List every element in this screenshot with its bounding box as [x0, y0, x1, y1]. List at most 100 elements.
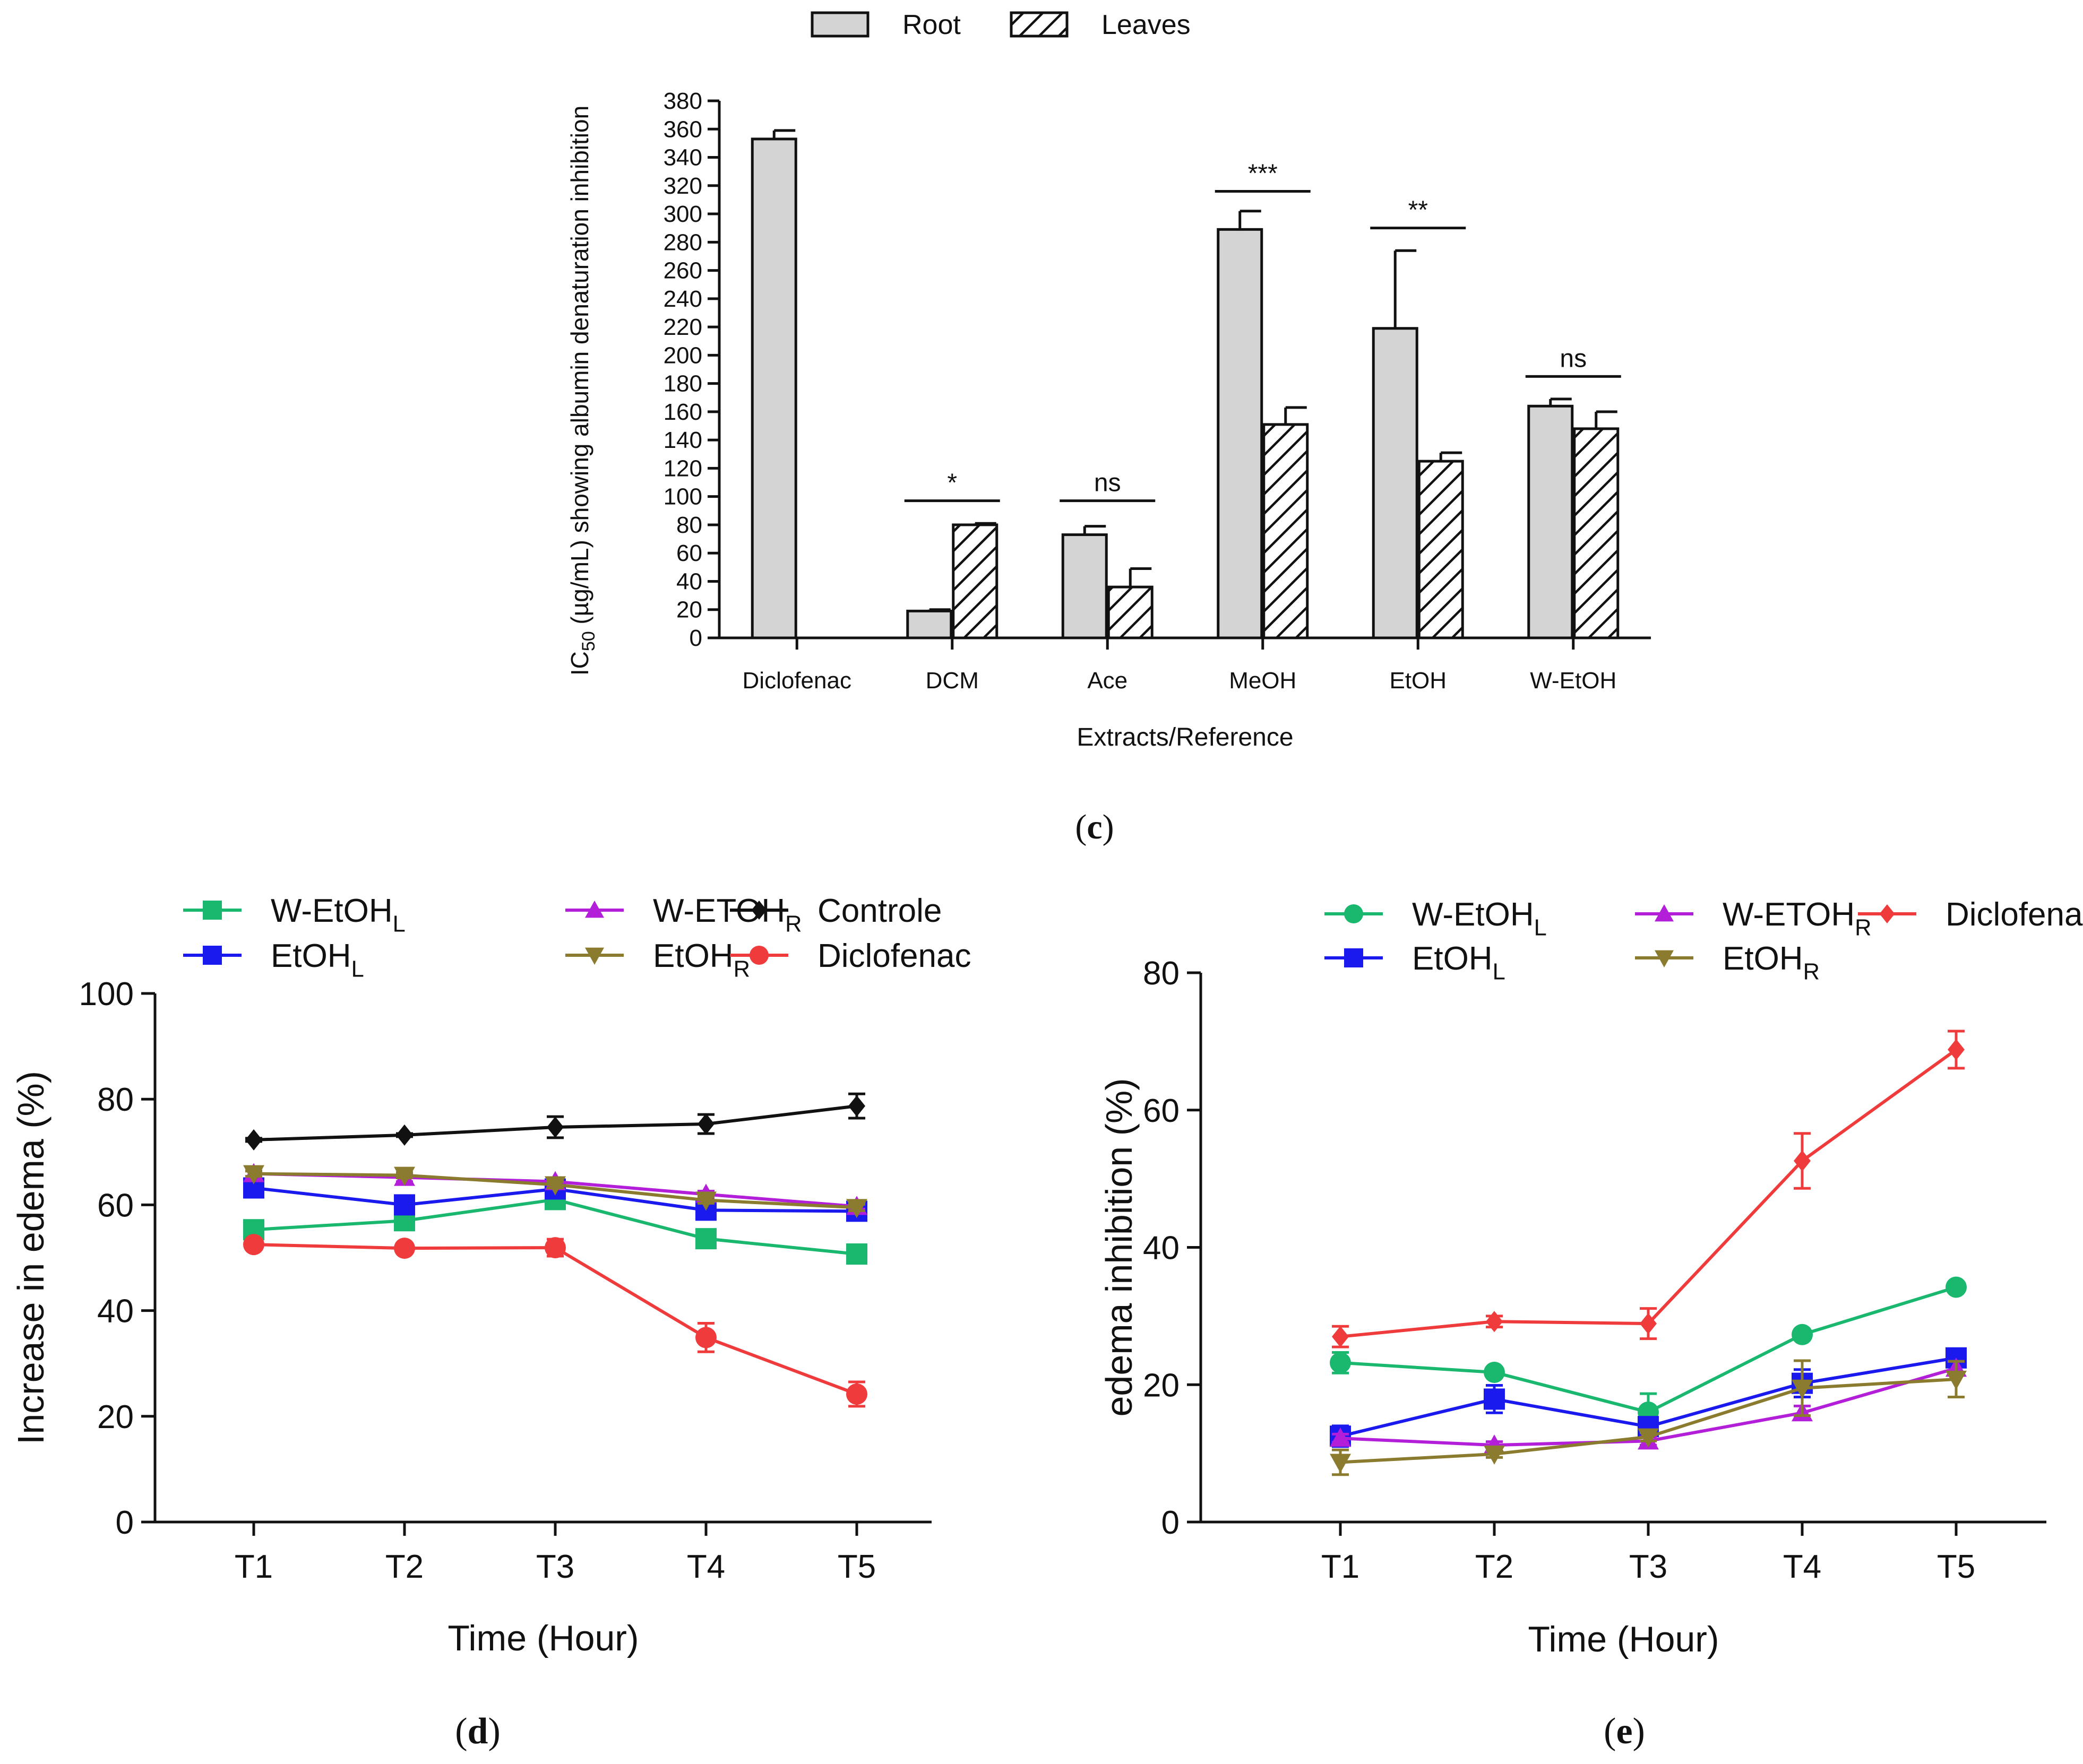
y-axis-label-d: Increase in edema (%) — [10, 1071, 51, 1445]
y-tick-label-c: 380 — [664, 88, 702, 114]
bar-root-dcm — [906, 609, 953, 639]
y-tick-label-e: 80 — [1143, 955, 1180, 992]
legend-label-etohl-main: EtOH — [1412, 940, 1493, 977]
x-axis-label-c: Extracts/Reference — [1077, 723, 1293, 751]
data-point-w-etohl — [1792, 1324, 1813, 1345]
data-point-diclofenac — [1794, 1150, 1811, 1172]
y-axis-label-main: IC — [566, 651, 593, 676]
y-tick-label-c: 180 — [664, 371, 702, 397]
data-point-etohr — [545, 1176, 566, 1196]
caption-paren-close: ) — [488, 1711, 500, 1752]
legend-label-etohr-main: EtOH — [1723, 940, 1803, 977]
legend-label-etohl-main: EtOH — [271, 938, 351, 974]
significance-label: ns — [1094, 469, 1121, 497]
legend-marker — [585, 901, 604, 918]
legend-label-etohr-sub: R — [1803, 959, 1820, 985]
x-axis-label-d: Time (Hour) — [447, 1618, 639, 1658]
legend-marker — [203, 901, 222, 920]
x-tick-label-d: T3 — [536, 1549, 574, 1585]
y-tick-label-d: 40 — [97, 1293, 134, 1330]
legend-label-etohl-sub: L — [351, 957, 364, 982]
y-tick-label-d: 80 — [97, 1082, 134, 1118]
legend-label-etohr-sub: R — [734, 957, 750, 982]
x-tick-label-d: T1 — [235, 1549, 273, 1585]
y-tick-label-d: 60 — [97, 1187, 134, 1224]
legend-label-diclofenac: Diclofenac — [817, 938, 971, 974]
y-tick-label-c: 40 — [676, 568, 702, 594]
data-point-diclofenac — [1486, 1311, 1503, 1333]
data-point-diclofenac — [1640, 1313, 1657, 1335]
bar-leaves-etoh — [1417, 460, 1464, 639]
bar-leaves-dcm — [952, 523, 999, 639]
data-point-controle — [848, 1095, 865, 1117]
y-tick-label-c: 80 — [676, 512, 702, 538]
x-category-label: W-EtOH — [1530, 668, 1616, 694]
legend-label-w-etohr-main: W-ETOH — [1723, 896, 1855, 933]
y-tick-label-e: 0 — [1161, 1504, 1180, 1541]
y-tick-label-c: 120 — [664, 455, 702, 481]
legend-swatch-root — [811, 11, 870, 38]
series-line-diclofenac — [1340, 1048, 1957, 1338]
y-tick-label-e: 60 — [1143, 1093, 1180, 1129]
legend-label-w-etohr: W-ETOHR — [1723, 896, 1872, 941]
data-point-w-etohr — [1330, 1428, 1351, 1447]
significance-label: ns — [1560, 344, 1587, 373]
panel-caption-e: (e) — [1604, 1711, 1645, 1752]
legend-label-w-etohl-sub: L — [393, 912, 406, 937]
legend-swatch-leaves — [1010, 11, 1069, 38]
x-axis-label-e: Time (Hour) — [1528, 1619, 1719, 1659]
caption-paren-close: ) — [1633, 1711, 1645, 1752]
legend-label-diclofenac-main: Diclofenac — [817, 938, 971, 974]
bar-root-ace — [1061, 533, 1108, 639]
x-category-label: Diclofenac — [743, 668, 851, 694]
data-point-controle — [396, 1124, 413, 1146]
bar-chart-c: 0204060801001201401601802002202402602803… — [566, 10, 1651, 846]
significance-label: * — [947, 469, 957, 497]
x-tick-label-e: T4 — [1783, 1549, 1821, 1585]
data-point-etohr — [695, 1191, 717, 1211]
bar-root-diclofenac — [751, 137, 797, 639]
x-category-label: MeOH — [1229, 668, 1296, 694]
y-axis-label-rest: (µg/mL) showing albumin denaturation inh… — [566, 106, 593, 632]
data-point-etohl — [394, 1194, 415, 1216]
legend-label-diclofenac: Diclofenac — [1946, 896, 2083, 933]
legend-label-diclofenac-main: Diclofenac — [1946, 896, 2083, 933]
legend-label-etohr: EtOHR — [1723, 940, 1820, 985]
legend-label-w-etohl: W-EtOHL — [271, 893, 406, 937]
y-tick-label-d: 100 — [79, 976, 134, 1013]
legend-label-leaves: Leaves — [1101, 10, 1191, 40]
data-point-etohr — [1638, 1428, 1659, 1448]
x-tick-label-e: T2 — [1475, 1549, 1513, 1585]
significance-label: *** — [1248, 159, 1278, 187]
significance-label: ** — [1408, 196, 1428, 224]
y-tick-label-c: 160 — [664, 399, 702, 425]
data-point-w-etohl — [1484, 1361, 1505, 1383]
y-tick-label-c: 140 — [664, 427, 702, 453]
legend-label-root: Root — [902, 10, 961, 40]
line-chart-d: 0 20 40 60 80 100 T1 T2 T3 T4 T5 Increase in edema … — [10, 893, 971, 1752]
legend-label-w-etohr: W-ETOHR — [653, 893, 802, 937]
legend-label-w-etohl-main: W-EtOH — [1412, 896, 1534, 933]
data-point-diclofenac — [1948, 1039, 1965, 1060]
y-tick-label-c: 220 — [664, 314, 702, 340]
legend-marker — [1344, 904, 1363, 923]
data-point-diclofenac — [846, 1383, 867, 1405]
y-axis-label-sub: 50 — [579, 631, 599, 651]
data-point-etohr — [1330, 1454, 1351, 1473]
y-tick-label-c: 260 — [664, 258, 702, 284]
y-tick-label-e: 20 — [1143, 1367, 1180, 1404]
series-line-diclofenac — [253, 1243, 858, 1396]
caption-paren-open: ( — [455, 1711, 467, 1752]
data-point-etohr — [394, 1166, 415, 1186]
y-tick-label-c: 100 — [664, 484, 702, 510]
legend-label-w-etohl: W-EtOHL — [1412, 896, 1547, 941]
legend-label-w-etohl-main: W-EtOH — [271, 893, 393, 929]
data-point-controle — [698, 1113, 715, 1135]
x-category-label: EtOH — [1389, 668, 1447, 694]
data-point-w-etohl — [695, 1228, 717, 1250]
y-tick-label-c: 320 — [664, 173, 702, 199]
x-tick-label-e: T1 — [1321, 1549, 1359, 1585]
data-point-controle — [245, 1129, 262, 1151]
y-tick-label-c: 0 — [690, 625, 702, 651]
